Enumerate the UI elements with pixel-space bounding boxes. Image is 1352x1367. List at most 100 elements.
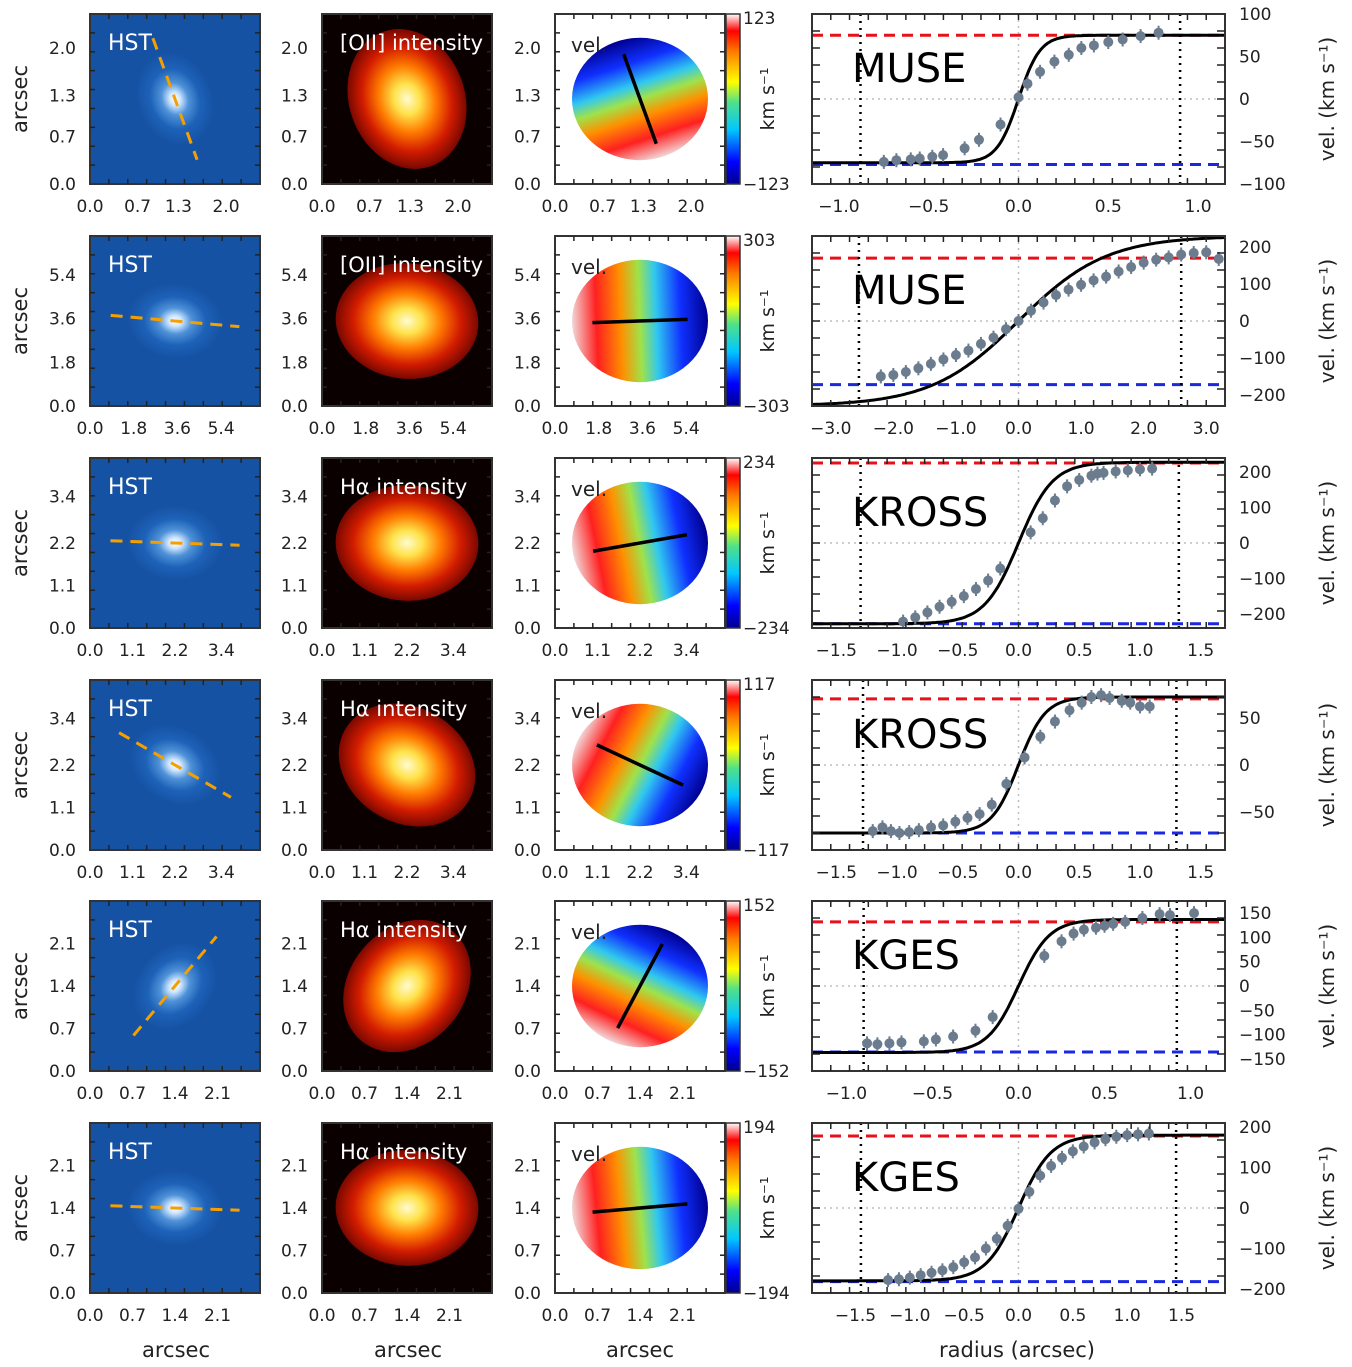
data-point <box>1076 697 1087 708</box>
y-tick-label: 0.0 <box>514 397 541 417</box>
data-point <box>1137 913 1148 923</box>
data-point <box>1076 43 1087 53</box>
x-tick-label: 0.7 <box>351 1084 378 1104</box>
intensity-blob <box>347 29 467 169</box>
data-point <box>1113 266 1124 277</box>
x-tick-label: 0.0 <box>308 863 335 883</box>
x-tick-label: 3.6 <box>164 419 191 439</box>
x-tick-label: 0.0 <box>308 419 335 439</box>
rotation-ylabel: vel. (km s⁻¹) <box>1315 924 1339 1048</box>
x-tick-label: 0.0 <box>308 1306 335 1326</box>
rot-x-tick-label: −1.5 <box>816 641 857 661</box>
data-point <box>975 338 986 349</box>
data-point <box>959 1257 970 1268</box>
hst-frame <box>89 679 261 851</box>
data-point <box>1049 716 1060 727</box>
y-tick-label: 3.6 <box>514 310 541 330</box>
data-point <box>1063 284 1074 295</box>
rot-y-tick-label: −50 <box>1239 1001 1275 1021</box>
x-tick-label: 3.4 <box>208 863 235 883</box>
velocity-panel: vel. 0.00.0 1.8 1.8 3.6 3.6 5.4 5.4 303 −303 km s⁻… <box>514 231 790 439</box>
data-point <box>1056 1152 1067 1163</box>
velocity-panel: vel. 0.00.0 0.7 0.7 1.3 1.3 2.0 2.0 123 −123 km s⁻… <box>514 9 790 217</box>
x-tick-label: 0.7 <box>584 1084 611 1104</box>
x-tick-label: 3.4 <box>673 863 700 883</box>
intensity-panel: Hα intensity 0.00.0 1.1 1.1 2.2 2.2 3.4 3.4 <box>281 457 493 661</box>
rot-x-tick-label: 0.0 <box>1005 197 1032 217</box>
rot-y-tick-label: −50 <box>1239 803 1275 823</box>
rot-y-tick-label: −100 <box>1239 175 1286 195</box>
x-tick-label: 2.2 <box>161 641 188 661</box>
x-tick-label: 0.7 <box>351 1306 378 1326</box>
colorbar-max: 152 <box>743 896 775 916</box>
data-point <box>948 1031 959 1042</box>
y-tick-label: 0.7 <box>49 1242 76 1262</box>
y-tick-label: 1.3 <box>281 87 308 107</box>
data-point <box>1153 27 1164 38</box>
data-point <box>1035 66 1046 77</box>
data-point <box>883 1275 894 1286</box>
rot-x-tick-label: 1.0 <box>1068 419 1095 439</box>
y-tick-label: 3.4 <box>281 710 308 730</box>
colorbar <box>725 679 741 851</box>
rotation-panel: −1.0 −0.5 0.0 0.5 1.0 100 50 0 −50 −100 MUSE vel. (… <box>811 5 1339 217</box>
y-tick-label: 2.1 <box>49 1157 76 1177</box>
data-point <box>1098 467 1109 478</box>
x-tick-label: 0.0 <box>541 641 568 661</box>
x-tick-label: 5.4 <box>440 419 467 439</box>
x-tick-label: 1.3 <box>630 197 657 217</box>
y-tick-label: 0.0 <box>514 841 541 861</box>
y-tick-label: 0.0 <box>281 1062 308 1082</box>
x-tick-label: 0.0 <box>76 1306 103 1326</box>
data-point <box>1002 1220 1013 1231</box>
intensity-label: Hα intensity <box>340 918 467 942</box>
y-tick-label: 1.8 <box>514 353 541 373</box>
y-tick-label: 2.2 <box>49 756 76 776</box>
data-point <box>948 1262 959 1273</box>
y-tick-label: 5.4 <box>49 266 76 286</box>
rot-x-tick-label: 3.0 <box>1193 419 1220 439</box>
data-point <box>938 354 949 365</box>
y-tick-label: 2.1 <box>281 1157 308 1177</box>
data-point <box>1163 252 1174 263</box>
data-point <box>1213 253 1224 264</box>
x-tick-label: 1.4 <box>161 1306 188 1326</box>
rot-y-tick-label: −100 <box>1239 349 1286 369</box>
data-point <box>1019 752 1030 763</box>
rot-x-tick-label: −1.0 <box>826 1084 867 1104</box>
rotation-panel: −1.5 −1.0 −0.5 0.0 0.5 1.0 1.5 50 0 −50 KROSS vel. … <box>811 679 1339 883</box>
survey-label: KGES <box>852 933 960 979</box>
hst-panel: HST 0.00.0 1.8 1.8 3.6 3.6 5.4 5.4 arcsec <box>8 235 261 439</box>
hst-panel: HST 0.00.0 1.1 1.1 2.2 2.2 3.4 3.4 arcsec <box>8 457 261 661</box>
rot-x-tick-label: 1.5 <box>1187 863 1214 883</box>
intensity-frame <box>321 235 493 407</box>
x-tick-label: 0.0 <box>308 197 335 217</box>
x-tick-label: 0.0 <box>541 197 568 217</box>
rot-x-tick-label: 0.5 <box>1066 863 1093 883</box>
data-point <box>875 371 886 382</box>
data-point <box>1062 481 1073 492</box>
hst-pa-line <box>110 539 240 547</box>
data-point <box>1104 692 1115 703</box>
x-tick-label: 2.1 <box>204 1306 231 1326</box>
rot-x-tick-label: −0.5 <box>937 863 978 883</box>
data-point <box>1120 916 1131 927</box>
rot-y-tick-label: −200 <box>1239 386 1286 406</box>
data-point <box>1090 922 1101 933</box>
colorbar-min: −117 <box>743 841 790 861</box>
vel-label: vel. <box>571 33 607 57</box>
data-point <box>1078 924 1089 935</box>
y-tick-label: 2.1 <box>514 1157 541 1177</box>
y-tick-label: 3.4 <box>514 488 541 508</box>
y-tick-label: 1.1 <box>281 577 308 597</box>
x-tick-label: 1.8 <box>120 419 147 439</box>
hst-pa-line <box>110 313 240 329</box>
intensity-label: [OII] intensity <box>340 253 483 277</box>
y-tick-label: 1.4 <box>514 977 541 997</box>
data-point <box>1164 910 1175 921</box>
hst-frame <box>89 900 261 1072</box>
y-tick-label: 0.7 <box>281 1242 308 1262</box>
data-point <box>1125 697 1136 708</box>
rot-x-tick-label: 0.0 <box>1005 1084 1032 1104</box>
